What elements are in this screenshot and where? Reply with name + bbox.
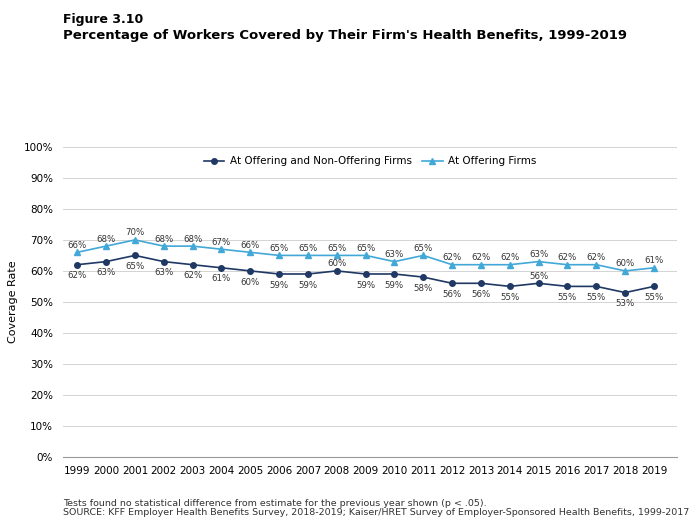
Text: 59%: 59% xyxy=(298,280,318,290)
Text: 60%: 60% xyxy=(616,259,634,268)
At Offering and Non-Offering Firms xyxy=(650,284,658,290)
At Offering Firms xyxy=(650,265,658,271)
Text: 63%: 63% xyxy=(529,250,548,259)
Text: 65%: 65% xyxy=(414,244,433,253)
At Offering and Non-Offering Firms xyxy=(188,261,197,268)
At Offering Firms xyxy=(563,261,572,268)
Legend: At Offering and Non-Offering Firms, At Offering Firms: At Offering and Non-Offering Firms, At O… xyxy=(200,152,540,171)
Text: 66%: 66% xyxy=(241,241,260,250)
At Offering Firms xyxy=(246,249,255,256)
Text: 55%: 55% xyxy=(587,293,606,302)
Text: 65%: 65% xyxy=(327,244,346,253)
At Offering Firms xyxy=(217,246,225,253)
At Offering Firms xyxy=(448,261,456,268)
Text: 55%: 55% xyxy=(558,293,577,302)
Text: 65%: 65% xyxy=(298,244,318,253)
Text: 68%: 68% xyxy=(183,235,202,244)
At Offering and Non-Offering Firms xyxy=(246,268,255,274)
Text: 70%: 70% xyxy=(125,228,144,237)
Text: 56%: 56% xyxy=(471,290,491,299)
At Offering Firms xyxy=(592,261,600,268)
At Offering and Non-Offering Firms xyxy=(419,274,427,280)
Y-axis label: Coverage Rate: Coverage Rate xyxy=(8,260,18,343)
At Offering and Non-Offering Firms xyxy=(592,284,600,290)
Text: 55%: 55% xyxy=(644,293,664,302)
Text: 60%: 60% xyxy=(241,278,260,287)
Text: 53%: 53% xyxy=(616,299,634,308)
Text: Figure 3.10: Figure 3.10 xyxy=(63,13,143,26)
At Offering Firms xyxy=(362,253,370,259)
Text: 68%: 68% xyxy=(154,235,173,244)
At Offering Firms xyxy=(332,253,341,259)
Text: 62%: 62% xyxy=(587,253,606,262)
Text: 56%: 56% xyxy=(529,272,548,281)
At Offering Firms xyxy=(304,253,312,259)
At Offering and Non-Offering Firms xyxy=(621,289,630,296)
At Offering and Non-Offering Firms xyxy=(304,271,312,277)
Text: 65%: 65% xyxy=(125,262,144,271)
At Offering Firms xyxy=(535,258,543,265)
At Offering Firms xyxy=(131,237,139,243)
Text: 63%: 63% xyxy=(96,268,116,277)
Text: 60%: 60% xyxy=(327,259,346,268)
At Offering Firms xyxy=(73,249,82,256)
Text: 61%: 61% xyxy=(211,275,231,284)
Text: 62%: 62% xyxy=(183,271,202,280)
Text: 59%: 59% xyxy=(385,280,404,290)
At Offering and Non-Offering Firms xyxy=(362,271,370,277)
Text: 62%: 62% xyxy=(558,253,577,262)
Text: 68%: 68% xyxy=(96,235,116,244)
Text: 56%: 56% xyxy=(443,290,462,299)
At Offering and Non-Offering Firms xyxy=(505,284,514,290)
At Offering and Non-Offering Firms xyxy=(102,258,110,265)
At Offering and Non-Offering Firms xyxy=(563,284,572,290)
At Offering Firms xyxy=(275,253,283,259)
Text: 63%: 63% xyxy=(154,268,173,277)
Text: 61%: 61% xyxy=(644,256,664,265)
Text: 62%: 62% xyxy=(500,253,519,262)
At Offering Firms xyxy=(160,243,168,249)
At Offering and Non-Offering Firms xyxy=(131,253,139,259)
Text: Tests found no statistical difference from estimate for the previous year shown : Tests found no statistical difference fr… xyxy=(63,499,487,508)
Line: At Offering Firms: At Offering Firms xyxy=(75,237,657,274)
Text: 62%: 62% xyxy=(443,253,462,262)
At Offering Firms xyxy=(188,243,197,249)
At Offering and Non-Offering Firms xyxy=(448,280,456,287)
Text: 58%: 58% xyxy=(414,284,433,293)
At Offering and Non-Offering Firms xyxy=(73,261,82,268)
Text: 66%: 66% xyxy=(68,241,87,250)
At Offering Firms xyxy=(621,268,630,274)
Text: 62%: 62% xyxy=(471,253,491,262)
At Offering Firms xyxy=(505,261,514,268)
At Offering and Non-Offering Firms xyxy=(477,280,485,287)
Text: 55%: 55% xyxy=(500,293,519,302)
At Offering and Non-Offering Firms xyxy=(275,271,283,277)
At Offering and Non-Offering Firms xyxy=(160,258,168,265)
At Offering Firms xyxy=(102,243,110,249)
At Offering Firms xyxy=(477,261,485,268)
Text: SOURCE: KFF Employer Health Benefits Survey, 2018-2019; Kaiser/HRET Survey of Em: SOURCE: KFF Employer Health Benefits Sur… xyxy=(63,508,689,517)
At Offering Firms xyxy=(419,253,427,259)
Text: 59%: 59% xyxy=(269,280,289,290)
At Offering and Non-Offering Firms xyxy=(332,268,341,274)
At Offering Firms xyxy=(390,258,399,265)
At Offering and Non-Offering Firms xyxy=(390,271,399,277)
Text: 65%: 65% xyxy=(269,244,289,253)
At Offering and Non-Offering Firms xyxy=(535,280,543,287)
Text: Percentage of Workers Covered by Their Firm's Health Benefits, 1999-2019: Percentage of Workers Covered by Their F… xyxy=(63,29,627,42)
Text: 62%: 62% xyxy=(68,271,87,280)
Line: At Offering and Non-Offering Firms: At Offering and Non-Offering Firms xyxy=(75,253,657,296)
At Offering and Non-Offering Firms xyxy=(217,265,225,271)
Text: 59%: 59% xyxy=(356,280,376,290)
Text: 63%: 63% xyxy=(385,250,404,259)
Text: 65%: 65% xyxy=(356,244,376,253)
Text: 67%: 67% xyxy=(211,238,231,247)
